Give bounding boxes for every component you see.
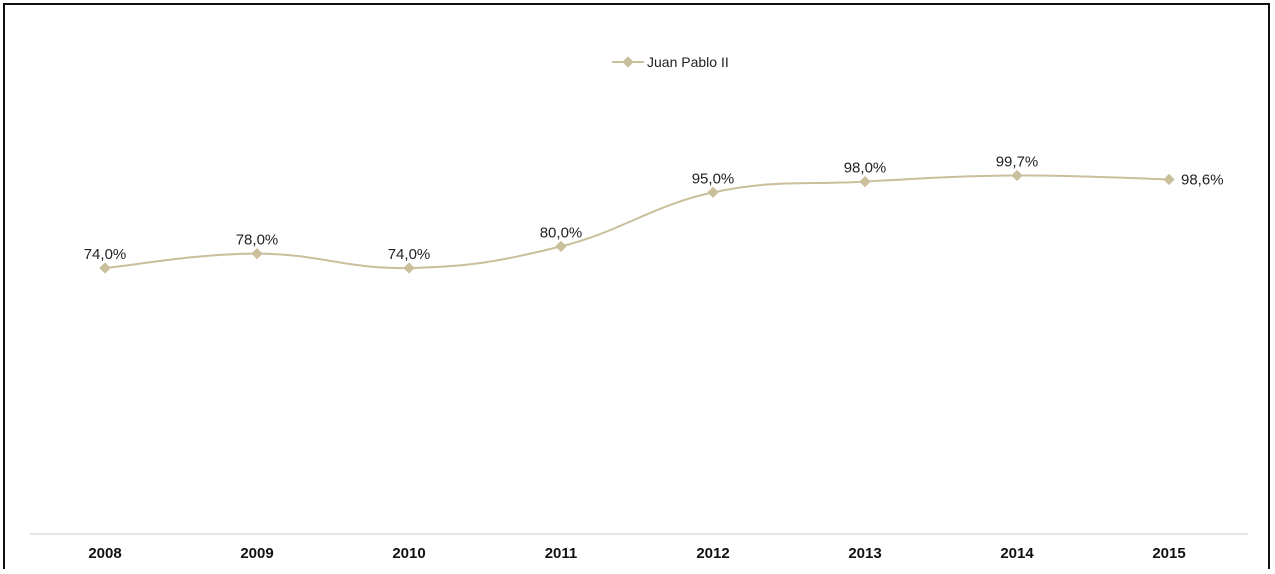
- data-label-2013: 98,0%: [844, 160, 887, 177]
- data-point-2012: [707, 186, 719, 199]
- data-label-2012: 95,0%: [692, 170, 735, 187]
- x-tick-label-2009: 2009: [240, 545, 273, 562]
- x-tick-label-2011: 2011: [545, 545, 578, 562]
- x-axis-tick-labels: 2008 2009 2010 2011 2012 2013 2014 2015: [88, 545, 1185, 562]
- data-labels: 74,0% 78,0% 74,0% 80,0% 95,0% 98,0% 99,7% 98,6%: [84, 153, 1224, 263]
- data-point-2014: [1011, 169, 1023, 182]
- data-label-2014: 99,7%: [996, 153, 1039, 170]
- x-tick-label-2012: 2012: [696, 545, 729, 562]
- data-point-2010: [403, 262, 415, 274]
- data-label-2011: 80,0%: [540, 224, 583, 241]
- x-tick-label-2010: 2010: [392, 545, 425, 562]
- x-tick-label-2013: 2013: [848, 545, 881, 562]
- x-tick-label-2008: 2008: [88, 545, 121, 562]
- legend-diamond-marker: [622, 56, 634, 68]
- data-point-2015: [1163, 173, 1175, 186]
- data-point-2013: [859, 175, 871, 188]
- legend: Juan Pablo II: [612, 54, 729, 70]
- data-points: [99, 169, 1175, 274]
- legend-label: Juan Pablo II: [647, 54, 729, 70]
- x-tick-label-2014: 2014: [1000, 545, 1034, 562]
- series-line: [104, 174, 1170, 270]
- data-label-2008: 74,0%: [84, 246, 127, 263]
- x-tick-label-2015: 2015: [1152, 545, 1185, 562]
- data-point-2008: [99, 262, 111, 274]
- data-label-2009: 78,0%: [236, 232, 279, 249]
- data-point-2011: [555, 240, 567, 253]
- chart-frame: [3, 3, 1270, 569]
- data-label-2015: 98,6%: [1181, 171, 1224, 188]
- data-point-2009: [251, 247, 263, 260]
- data-label-2010: 74,0%: [388, 246, 431, 263]
